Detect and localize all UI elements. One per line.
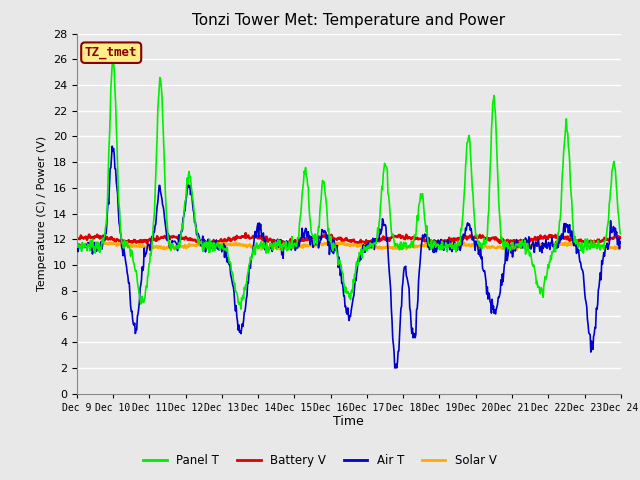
Title: Tonzi Tower Met: Temperature and Power: Tonzi Tower Met: Temperature and Power bbox=[192, 13, 506, 28]
Text: TZ_tmet: TZ_tmet bbox=[85, 46, 138, 59]
Legend: Panel T, Battery V, Air T, Solar V: Panel T, Battery V, Air T, Solar V bbox=[139, 449, 501, 472]
X-axis label: Time: Time bbox=[333, 415, 364, 429]
Y-axis label: Temperature (C) / Power (V): Temperature (C) / Power (V) bbox=[37, 136, 47, 291]
